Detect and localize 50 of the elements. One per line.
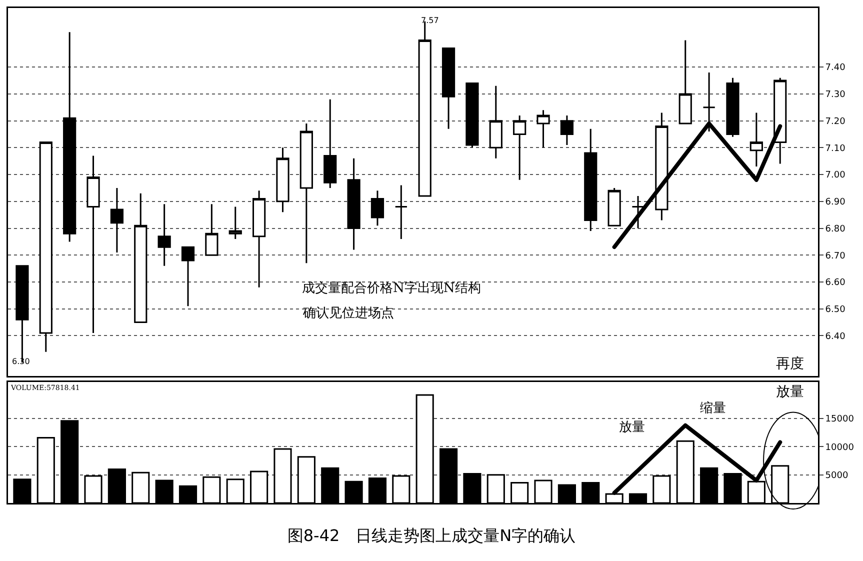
candlestick bbox=[513, 114, 526, 181]
y-tick-label: 6.70 bbox=[825, 251, 846, 262]
annotation: 确认见位进场点 bbox=[302, 306, 394, 321]
annotation: 放量 bbox=[619, 420, 645, 435]
y-tick-label: 10000 bbox=[825, 442, 854, 453]
candlestick bbox=[158, 203, 171, 267]
candlestick bbox=[631, 195, 645, 230]
y-tick-label: 7.10 bbox=[825, 144, 846, 154]
annotation: 缩量 bbox=[700, 401, 726, 416]
candlestick bbox=[347, 158, 360, 250]
candlestick bbox=[205, 203, 218, 256]
y-tick-label: 7.20 bbox=[825, 116, 846, 127]
annotation: 再度 bbox=[776, 356, 804, 372]
candlestick bbox=[181, 246, 195, 307]
candlestick bbox=[466, 82, 479, 148]
y-tick-label: 6.60 bbox=[825, 278, 846, 288]
candlestick bbox=[678, 39, 692, 124]
y-tick-label: 6.90 bbox=[825, 198, 846, 208]
y-tick-label: 5000 bbox=[825, 471, 848, 482]
candlestick bbox=[370, 190, 384, 226]
candlestick bbox=[489, 85, 502, 160]
y-tick-label: 6.40 bbox=[825, 332, 846, 342]
candlestick bbox=[536, 109, 550, 148]
y-tick-label: 15000 bbox=[825, 414, 854, 425]
candlestick bbox=[726, 77, 740, 138]
candlestick bbox=[63, 31, 76, 242]
candlestick bbox=[560, 114, 574, 146]
candlestick bbox=[276, 146, 290, 213]
text: 图8-42 日线走势图上成交量N字的确认 bbox=[287, 526, 576, 545]
annotation: 成交量配合价格N字出现N结构 bbox=[302, 280, 481, 296]
candlestick bbox=[608, 187, 621, 226]
y-tick-label: 7.00 bbox=[825, 170, 846, 181]
candlestick bbox=[324, 98, 337, 189]
candlestick bbox=[300, 122, 313, 264]
candlestick bbox=[394, 184, 408, 240]
y-tick-label: 7.30 bbox=[825, 90, 846, 100]
candlestick bbox=[134, 192, 148, 324]
candlestick bbox=[228, 206, 242, 240]
candlestick bbox=[39, 142, 52, 353]
candlestick bbox=[584, 128, 598, 232]
candlestick bbox=[110, 187, 124, 254]
annotation: 7.57 bbox=[421, 16, 439, 25]
y-tick-label: 6.80 bbox=[825, 224, 846, 234]
candlestick bbox=[252, 190, 266, 288]
candlestick bbox=[442, 48, 456, 130]
y-tick-label: 6.50 bbox=[825, 305, 846, 315]
candlestick bbox=[750, 112, 763, 168]
annotation: 放量 bbox=[776, 384, 804, 400]
y-tick-label: 7.40 bbox=[825, 63, 846, 74]
candlestick bbox=[86, 154, 100, 334]
